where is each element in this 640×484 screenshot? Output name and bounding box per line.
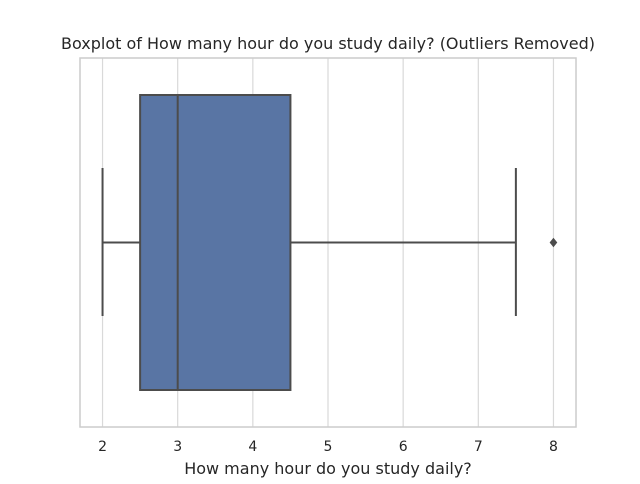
box-group — [101, 94, 558, 391]
x-tick-label: 8 — [549, 439, 558, 455]
iqr-box — [139, 94, 292, 391]
x-tick-label: 7 — [474, 439, 483, 455]
x-axis-ticks: 2 3 4 5 6 7 8 — [98, 439, 558, 455]
x-tick-label: 5 — [324, 439, 333, 455]
chart-title: Boxplot of How many hour do you study da… — [61, 34, 595, 53]
x-tick-label: 3 — [173, 439, 182, 455]
plot-frame — [79, 57, 577, 428]
outlier-point — [549, 237, 558, 248]
x-tick-label: 2 — [98, 439, 107, 455]
x-axis-label: How many hour do you study daily? — [184, 459, 472, 478]
x-tick-label: 4 — [248, 439, 257, 455]
x-tick-label: 6 — [399, 439, 408, 455]
